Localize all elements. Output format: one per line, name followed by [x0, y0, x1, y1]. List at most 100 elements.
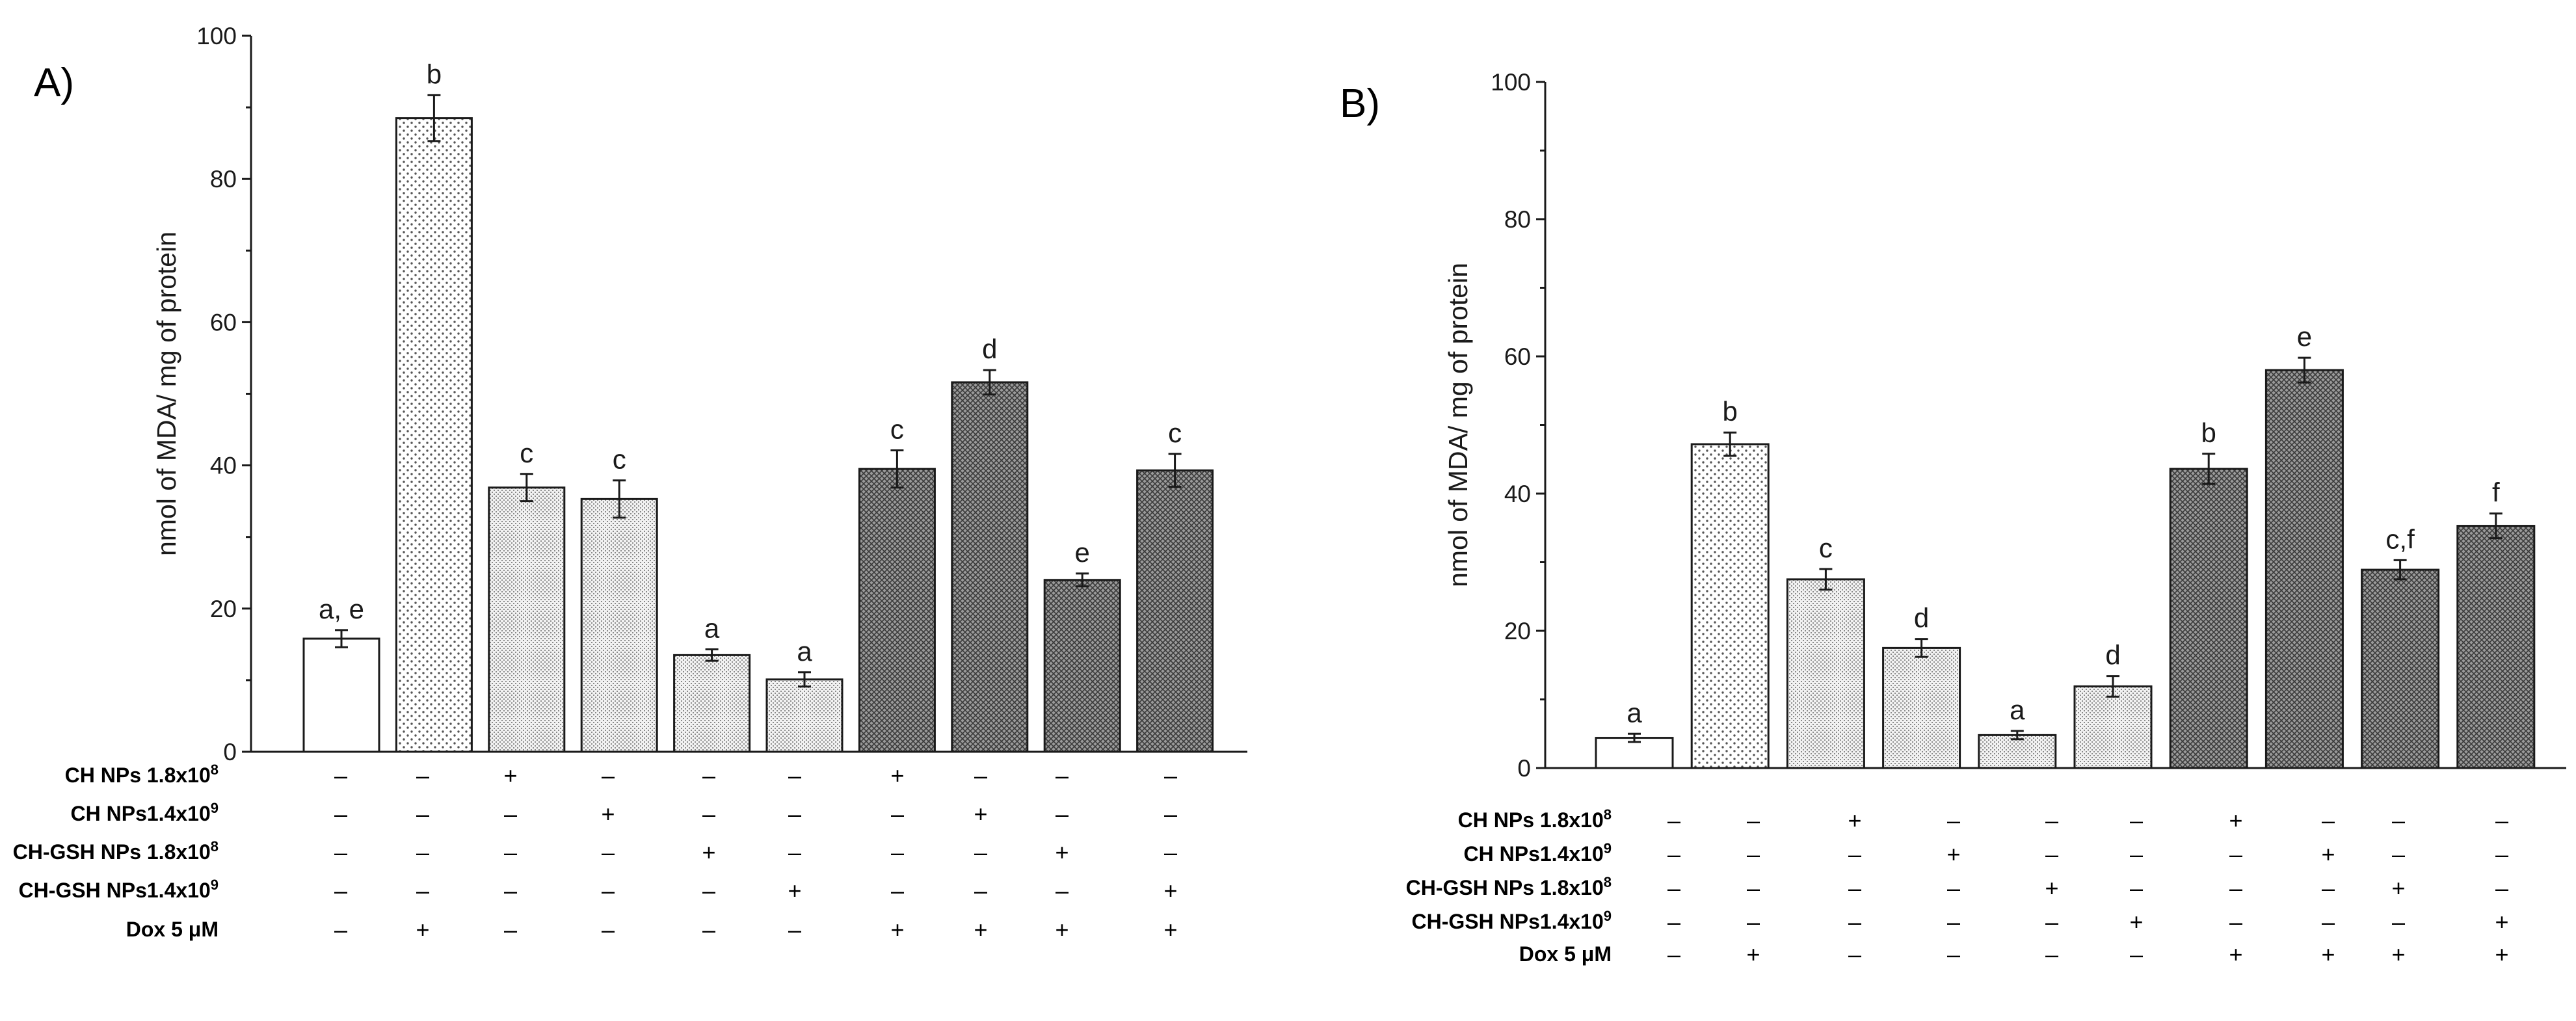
bar: [765, 678, 843, 753]
treatment-sign: +: [1055, 839, 1069, 866]
treatment-sign: –: [2045, 941, 2058, 968]
treatment-row-label: CH-GSH NPs 1.8x108: [13, 838, 219, 864]
treatment-name: CH-GSH NPs1.4x10: [1412, 910, 1604, 933]
treatment-sign: –: [2130, 875, 2143, 901]
treatment-sign: –: [504, 839, 517, 866]
treatment-sign: –: [788, 839, 801, 866]
treatment-sign: –: [2495, 807, 2508, 834]
treatment-sign: –: [1848, 875, 1861, 901]
treatment-sign: +: [2129, 908, 2143, 935]
treatment-sign: –: [1747, 875, 1760, 901]
treatment-row-label: CH NPs1.4x109: [1464, 840, 1612, 866]
chart-panel-b: B) 0 20 40 60 80 100 nmol of MDA/ mg of protein…: [1340, 69, 2566, 968]
treatment-sign: –: [334, 801, 347, 827]
y-axis-title: nmol of MDA/ mg of protein: [1443, 263, 1473, 587]
treatment-sign: +: [503, 762, 517, 789]
treatment-sign: +: [601, 801, 615, 827]
treatment-sign: –: [504, 916, 517, 943]
panel-label: A): [34, 60, 74, 105]
treatment-sign: +: [2321, 841, 2335, 868]
treatment-sign: –: [702, 877, 715, 904]
significance-label: c: [1168, 418, 1182, 448]
treatment-sign: –: [416, 839, 429, 866]
treatment-sign: +: [1163, 877, 1177, 904]
treatment-sign: –: [504, 801, 517, 827]
treatment-sign: –: [1848, 908, 1861, 935]
treatment-sign: –: [974, 877, 987, 904]
significance-label: d: [982, 334, 997, 364]
bar: [2073, 685, 2153, 769]
significance-label: b: [1723, 396, 1738, 427]
treatment-sign: +: [2321, 941, 2335, 968]
treatment-sign: –: [1056, 877, 1069, 904]
bar: [395, 117, 473, 753]
treatment-sign: –: [2045, 841, 2058, 868]
treatment-sign: –: [1667, 908, 1680, 935]
bar: [580, 497, 658, 753]
significance-label: a: [2010, 695, 2025, 725]
y-tick-label: 100: [196, 23, 237, 49]
treatment-name: CH-GSH NPs1.4x10: [19, 879, 211, 902]
treatment-sign: –: [334, 877, 347, 904]
treatment-sign: –: [1667, 941, 1680, 968]
treatment-sign: +: [974, 916, 987, 943]
treatment-sign: –: [416, 762, 429, 789]
significance-label: e: [2297, 321, 2312, 352]
treatment-sign: –: [702, 762, 715, 789]
treatment-sign: –: [1747, 841, 1760, 868]
y-tick-label: 40: [210, 453, 237, 479]
treatment-sign: –: [1056, 801, 1069, 827]
bar: [673, 654, 751, 753]
y-tick-label: 60: [1504, 343, 1531, 370]
bar: [302, 637, 380, 753]
treatment-sign: –: [602, 839, 615, 866]
treatment-sign: –: [416, 877, 429, 904]
treatment-sign: +: [702, 839, 715, 866]
significance-label: e: [1075, 537, 1090, 568]
bar: [2264, 369, 2344, 769]
treatment-sign: –: [788, 916, 801, 943]
treatment-sign: –: [1747, 807, 1760, 834]
treatment-row-label: CH-GSH NPs1.4x109: [19, 877, 219, 902]
treatment-row-label: Dox 5 μM: [1519, 942, 1612, 966]
treatment-sign: +: [974, 801, 987, 827]
treatment-sign: –: [2392, 807, 2405, 834]
treatment-sign: –: [2229, 908, 2242, 935]
treatment-name: CH NPs1.4x10: [1464, 842, 1604, 866]
significance-label: c: [1819, 533, 1833, 563]
treatment-sign: –: [891, 839, 904, 866]
bar: [1882, 646, 1961, 769]
treatment-sign: –: [334, 839, 347, 866]
treatment-exponent: 9: [211, 800, 219, 816]
treatment-sign: –: [2392, 841, 2405, 868]
bar: [858, 468, 936, 753]
treatment-sign: –: [2229, 841, 2242, 868]
significance-label: b: [2201, 418, 2216, 448]
treatment-sign: –: [1667, 807, 1680, 834]
significance-label: a, e: [319, 594, 364, 624]
y-tick-label: 0: [1517, 755, 1531, 782]
significance-label: c,f: [2385, 524, 2415, 554]
treatment-sign: –: [2130, 807, 2143, 834]
treatment-sign: –: [2229, 875, 2242, 901]
treatment-sign: –: [974, 762, 987, 789]
treatment-name: CH NPs 1.8x10: [65, 763, 211, 787]
treatment-sign: –: [1164, 801, 1177, 827]
treatment-sign: –: [2495, 841, 2508, 868]
y-tick-label: 100: [1491, 69, 1531, 96]
treatment-row-label: CH-GSH NPs1.4x109: [1412, 908, 1612, 933]
treatment-sign: –: [1667, 841, 1680, 868]
bar: [1978, 734, 2057, 769]
treatment-sign: +: [2391, 875, 2405, 901]
treatment-sign: –: [416, 801, 429, 827]
significance-label: c: [890, 414, 904, 444]
treatment-sign: –: [602, 762, 615, 789]
bar: [1043, 579, 1121, 753]
y-tick-label: 80: [1504, 206, 1531, 233]
treatment-sign: –: [2045, 908, 2058, 935]
treatment-name: CH-GSH NPs 1.8x10: [13, 840, 211, 864]
treatment-sign: –: [2322, 875, 2335, 901]
treatment-name: CH NPs1.4x10: [71, 802, 211, 825]
treatment-sign: –: [1848, 941, 1861, 968]
